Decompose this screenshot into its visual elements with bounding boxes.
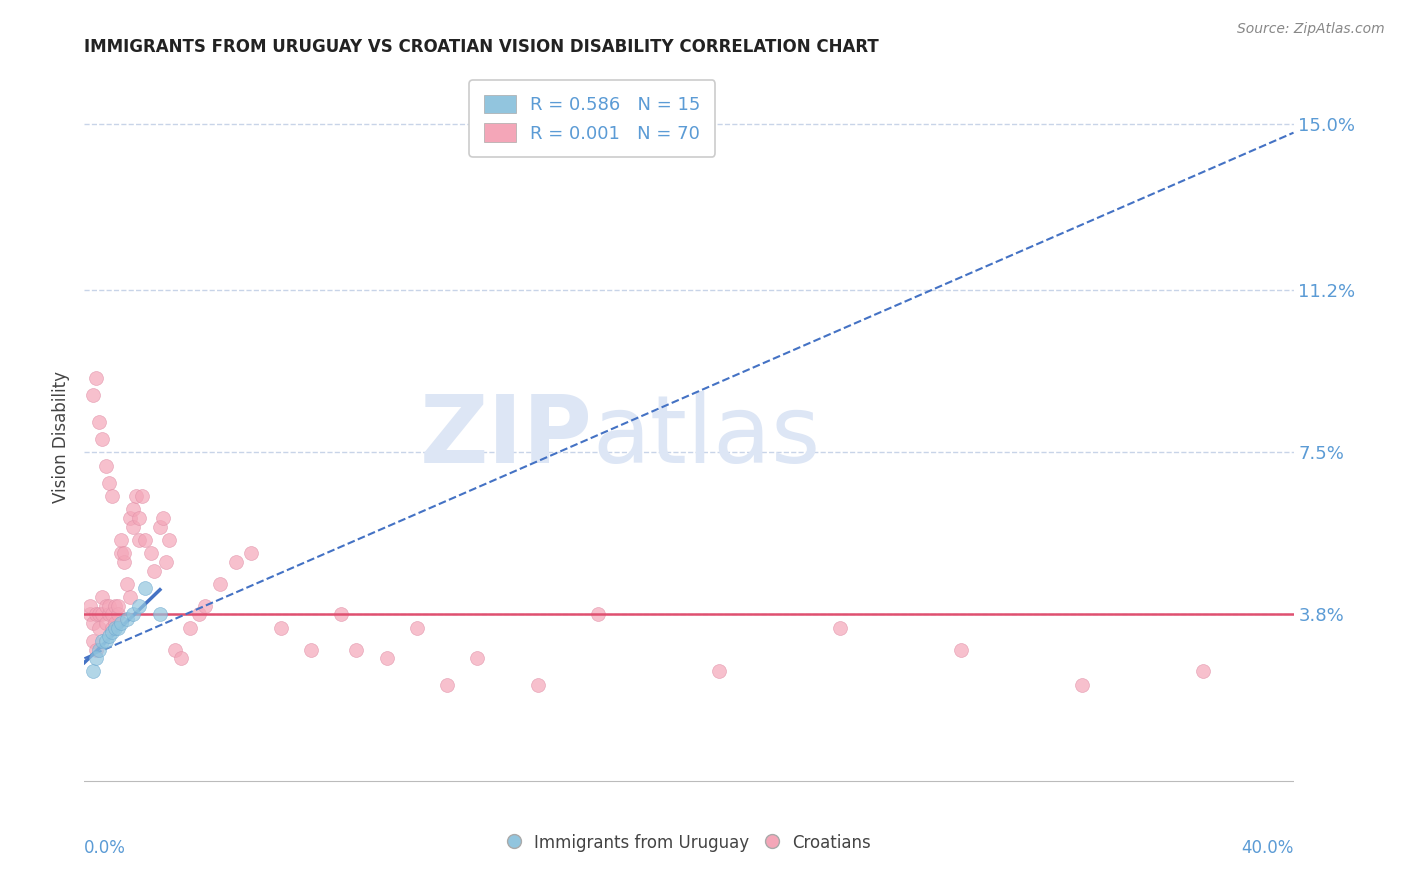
Point	[830, 621, 852, 635]
Point	[89, 642, 111, 657]
Point	[110, 533, 132, 547]
Point	[142, 564, 165, 578]
Point	[134, 581, 156, 595]
Point	[100, 621, 122, 635]
Point	[467, 651, 489, 665]
Point	[82, 665, 104, 679]
Point	[97, 476, 120, 491]
Point	[94, 599, 117, 613]
Point	[100, 625, 122, 640]
Point	[89, 607, 111, 622]
Point	[82, 633, 104, 648]
Point	[346, 642, 368, 657]
Point	[112, 546, 135, 560]
Point	[121, 520, 143, 534]
Point	[299, 642, 322, 657]
Point	[209, 576, 232, 591]
Point	[121, 502, 143, 516]
Point	[79, 607, 101, 622]
Point	[128, 599, 150, 613]
Point	[270, 621, 292, 635]
Point	[165, 642, 187, 657]
Point	[86, 371, 108, 385]
Point	[1192, 665, 1215, 679]
Point	[89, 415, 111, 429]
Text: IMMIGRANTS FROM URUGUAY VS CROATIAN VISION DISABILITY CORRELATION CHART: IMMIGRANTS FROM URUGUAY VS CROATIAN VISI…	[84, 38, 879, 56]
Point	[91, 432, 114, 446]
Point	[97, 607, 120, 622]
Point	[94, 633, 117, 648]
Point	[107, 607, 129, 622]
Point	[118, 590, 141, 604]
Point	[89, 621, 111, 635]
Point	[149, 607, 172, 622]
Point	[110, 616, 132, 631]
Point	[91, 590, 114, 604]
Point	[104, 621, 127, 635]
Point	[436, 677, 458, 691]
Point	[406, 621, 429, 635]
Point	[128, 533, 150, 547]
Text: ZIP: ZIP	[419, 391, 592, 483]
Point	[152, 511, 174, 525]
Point	[121, 607, 143, 622]
Point	[112, 555, 135, 569]
Y-axis label: Vision Disability: Vision Disability	[52, 371, 70, 503]
Point	[134, 533, 156, 547]
Point	[170, 651, 193, 665]
Point	[709, 665, 731, 679]
Point	[94, 616, 117, 631]
Point	[94, 458, 117, 473]
Point	[115, 576, 138, 591]
Point	[110, 546, 132, 560]
Point	[86, 607, 108, 622]
Point	[1071, 677, 1094, 691]
Point	[131, 489, 153, 503]
Point	[225, 555, 247, 569]
Text: 0.0%: 0.0%	[84, 839, 127, 857]
Point	[82, 388, 104, 402]
Point	[97, 599, 120, 613]
Point	[118, 511, 141, 525]
Point	[157, 533, 180, 547]
Text: atlas: atlas	[592, 391, 821, 483]
Point	[100, 607, 122, 622]
Point	[86, 651, 108, 665]
Point	[588, 607, 610, 622]
Point	[375, 651, 398, 665]
Point	[149, 520, 172, 534]
Point	[155, 555, 177, 569]
Point	[194, 599, 217, 613]
Point	[179, 621, 201, 635]
Point	[100, 489, 122, 503]
Point	[527, 677, 550, 691]
Legend: Immigrants from Uruguay, Croatians: Immigrants from Uruguay, Croatians	[499, 826, 879, 860]
Point	[82, 616, 104, 631]
Point	[330, 607, 353, 622]
Point	[91, 607, 114, 622]
Point	[115, 612, 138, 626]
Text: Source: ZipAtlas.com: Source: ZipAtlas.com	[1237, 22, 1385, 37]
Point	[104, 616, 127, 631]
Point	[239, 546, 262, 560]
Point	[950, 642, 973, 657]
Point	[104, 599, 127, 613]
Point	[125, 489, 148, 503]
Point	[128, 511, 150, 525]
Point	[91, 633, 114, 648]
Point	[107, 621, 129, 635]
Point	[107, 599, 129, 613]
Point	[86, 642, 108, 657]
Text: 40.0%: 40.0%	[1241, 839, 1294, 857]
Point	[97, 629, 120, 643]
Point	[139, 546, 162, 560]
Point	[79, 599, 101, 613]
Point	[188, 607, 211, 622]
